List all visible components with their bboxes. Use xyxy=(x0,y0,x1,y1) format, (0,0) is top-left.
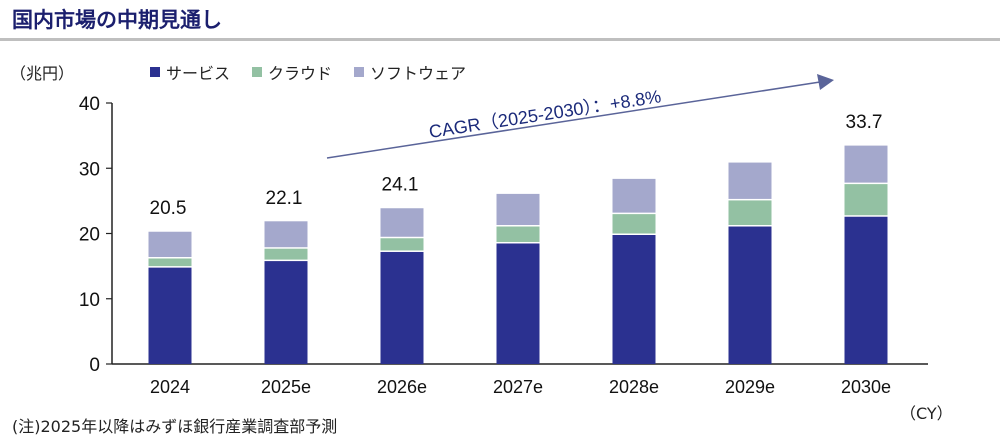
legend-item: ソフトウェア xyxy=(354,60,466,84)
bar-segment-クラウド xyxy=(728,200,772,226)
bar-segment-サービス xyxy=(380,251,424,364)
y-tick-label: 10 xyxy=(79,290,100,311)
legend-item: クラウド xyxy=(252,60,332,84)
bar-segment-サービス xyxy=(728,226,772,364)
total-label: 20.5 xyxy=(150,198,187,219)
bar-segment-クラウド xyxy=(844,184,888,216)
y-tick-label: 20 xyxy=(79,225,100,246)
x-tick-label: 2028e xyxy=(609,377,659,397)
legend-swatch xyxy=(252,67,263,77)
cagr-annotation: CAGR（2025-2030）：+8.8% xyxy=(428,86,663,142)
legend-swatch xyxy=(150,67,160,77)
legend: サービス クラウド ソフトウェア xyxy=(150,60,466,84)
bar-segment-サービス xyxy=(612,235,656,364)
x-tick-label: 2029e xyxy=(725,377,775,397)
x-tick-label: 2024 xyxy=(150,377,190,397)
total-label: 33.7 xyxy=(846,112,883,133)
bar-segment-クラウド xyxy=(264,248,308,260)
x-tick-label: 2025e xyxy=(261,377,311,397)
legend-label: ソフトウェア xyxy=(370,64,467,83)
y-tick-label: 40 xyxy=(79,94,100,115)
bar-segment-ソフトウェア xyxy=(496,193,540,226)
bar-segment-ソフトウェア xyxy=(380,208,424,237)
y-tick-label: 30 xyxy=(79,159,100,180)
bar-segment-サービス xyxy=(264,261,308,364)
y-unit-label: （兆円） xyxy=(10,64,75,83)
x-tick-label: 2026e xyxy=(377,377,427,397)
y-tick-label: 0 xyxy=(89,355,100,376)
bar-segment-ソフトウェア xyxy=(728,162,772,199)
bar-segment-クラウド xyxy=(148,258,192,267)
bar-segment-ソフトウェア xyxy=(844,145,888,183)
bar-segment-クラウド xyxy=(380,238,424,251)
page-title: 国内市場の中期見通し xyxy=(12,8,222,32)
legend-swatch xyxy=(354,67,365,77)
x-unit-label: （CY） xyxy=(900,404,953,423)
total-label: 24.1 xyxy=(382,175,419,196)
footnote: (注)2025年以降はみずほ銀行産業調査部予測 xyxy=(12,417,338,436)
bar-segment-クラウド xyxy=(612,214,656,234)
cagr-arrow-line xyxy=(326,81,821,159)
bar-segment-サービス xyxy=(496,243,540,364)
cagr-arrow-head xyxy=(817,74,834,90)
total-label: 22.1 xyxy=(266,188,303,209)
title-divider xyxy=(0,38,1000,41)
legend-label: クラウド xyxy=(268,64,333,83)
legend-item: サービス xyxy=(150,60,230,84)
x-tick-label: 2027e xyxy=(493,377,543,397)
bar-segment-ソフトウェア xyxy=(264,221,308,248)
bar-segment-ソフトウェア xyxy=(148,231,192,257)
bar-segment-クラウド xyxy=(496,226,540,242)
legend-label: サービス xyxy=(166,64,231,83)
bar-segment-サービス xyxy=(148,267,192,364)
bar-segment-ソフトウェア xyxy=(612,178,656,213)
x-tick-label: 2030e xyxy=(841,377,891,397)
bar-segment-サービス xyxy=(844,216,888,364)
